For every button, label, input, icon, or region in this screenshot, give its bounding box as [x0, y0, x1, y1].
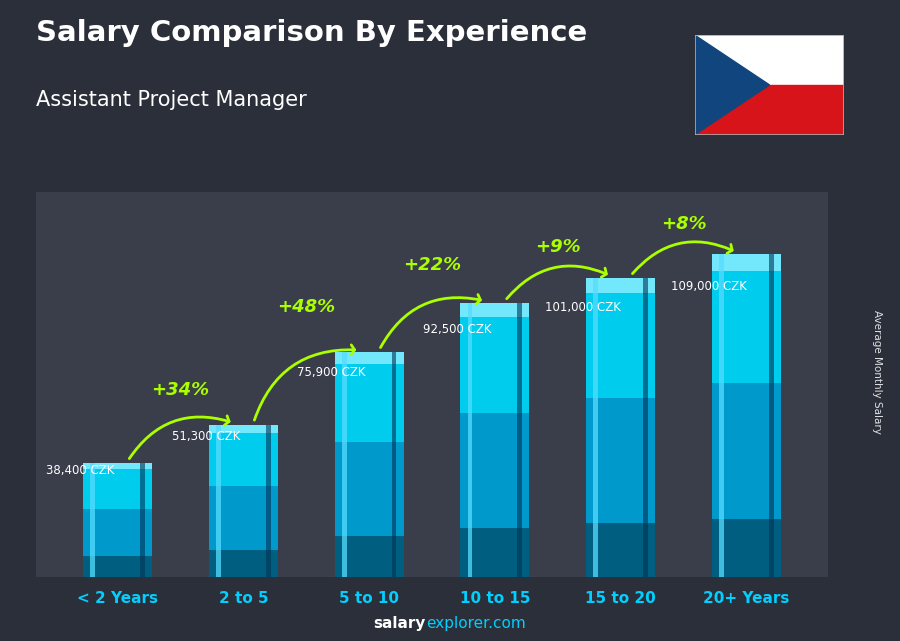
Text: 101,000 CZK: 101,000 CZK: [544, 301, 621, 314]
Bar: [266, 425, 271, 577]
Polygon shape: [695, 35, 770, 135]
Text: +48%: +48%: [277, 297, 336, 316]
Bar: [209, 486, 278, 549]
Text: +34%: +34%: [151, 381, 210, 399]
Bar: [460, 528, 529, 577]
Bar: [140, 463, 145, 577]
Text: explorer.com: explorer.com: [427, 617, 526, 631]
Bar: [335, 442, 404, 537]
Text: salary: salary: [374, 617, 426, 631]
Bar: [518, 303, 522, 577]
Bar: [335, 353, 404, 363]
Bar: [712, 519, 781, 577]
Text: +22%: +22%: [403, 256, 461, 274]
Bar: [209, 425, 278, 433]
Text: Assistant Project Manager: Assistant Project Manager: [36, 90, 307, 110]
Text: 92,500 CZK: 92,500 CZK: [423, 323, 491, 336]
Bar: [695, 35, 844, 85]
Bar: [83, 509, 152, 556]
Bar: [36, 192, 828, 577]
Bar: [719, 254, 724, 577]
Bar: [593, 278, 598, 577]
Text: 75,900 CZK: 75,900 CZK: [297, 366, 365, 379]
Bar: [460, 413, 529, 528]
Text: Average Monthly Salary: Average Monthly Salary: [872, 310, 883, 434]
Bar: [586, 278, 655, 293]
Text: 51,300 CZK: 51,300 CZK: [172, 430, 240, 444]
Bar: [586, 278, 655, 397]
Text: 38,400 CZK: 38,400 CZK: [46, 464, 114, 477]
Text: 109,000 CZK: 109,000 CZK: [670, 280, 746, 293]
Bar: [695, 85, 844, 135]
Bar: [769, 254, 774, 577]
Bar: [342, 353, 346, 577]
Text: +8%: +8%: [661, 215, 707, 233]
Bar: [335, 537, 404, 577]
Bar: [90, 463, 95, 577]
Bar: [586, 397, 655, 523]
Text: Salary Comparison By Experience: Salary Comparison By Experience: [36, 19, 587, 47]
Bar: [209, 549, 278, 577]
Bar: [83, 463, 152, 509]
Bar: [209, 425, 278, 486]
Bar: [216, 425, 221, 577]
Bar: [712, 254, 781, 383]
Bar: [467, 303, 472, 577]
Bar: [586, 523, 655, 577]
Bar: [335, 353, 404, 442]
Bar: [460, 303, 529, 413]
Bar: [712, 254, 781, 271]
Bar: [392, 353, 397, 577]
Bar: [643, 278, 648, 577]
Bar: [83, 463, 152, 469]
Bar: [83, 556, 152, 577]
Bar: [460, 303, 529, 317]
Bar: [712, 383, 781, 519]
Text: +9%: +9%: [535, 238, 581, 256]
